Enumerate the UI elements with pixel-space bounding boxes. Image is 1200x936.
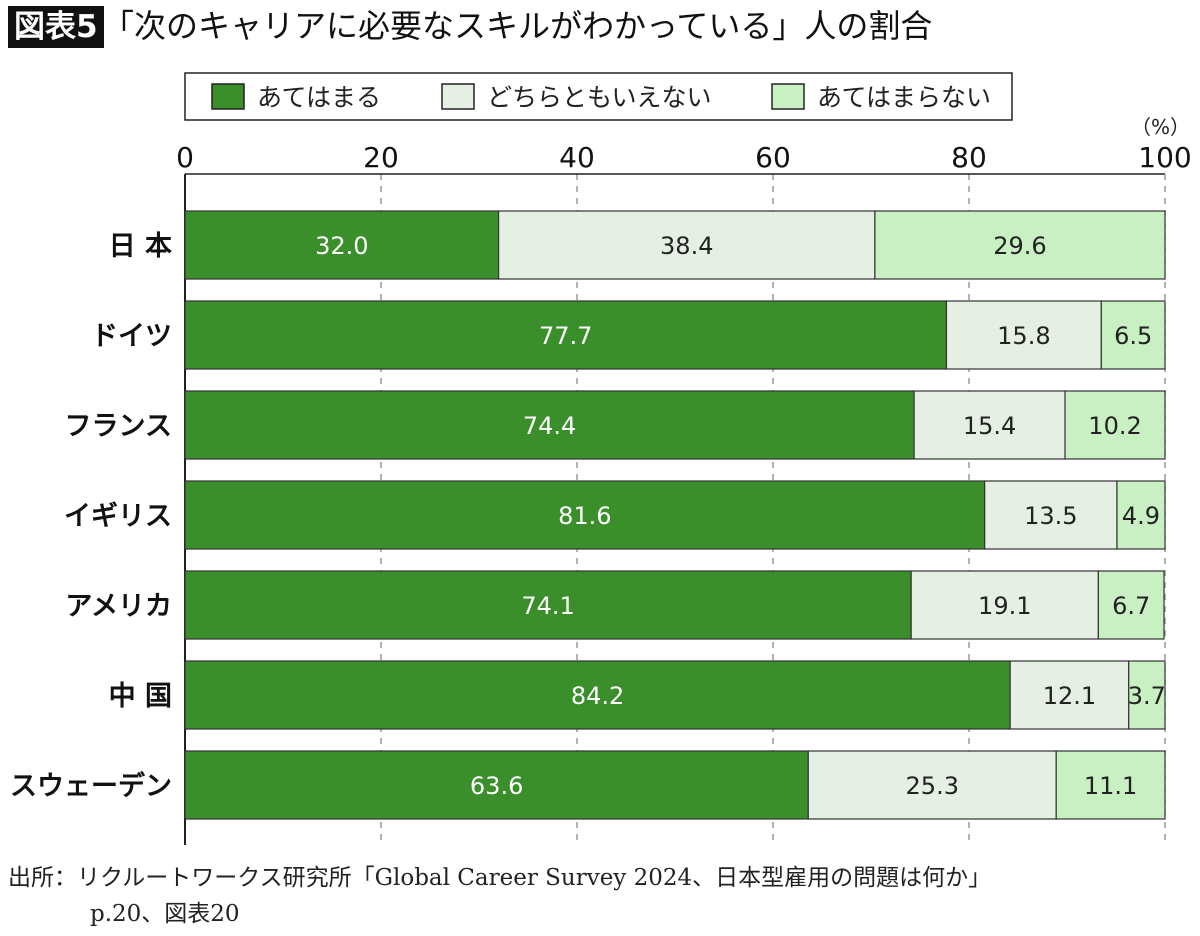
data-label: 63.6 xyxy=(470,772,523,800)
source-note-page: p.20、図表20 xyxy=(90,901,240,927)
data-label: 19.1 xyxy=(978,592,1031,620)
bar-segment xyxy=(1009,660,1130,730)
data-label: 4.9 xyxy=(1122,502,1160,530)
legend-label: あてはまる xyxy=(257,83,381,112)
data-label: 15.4 xyxy=(963,412,1016,440)
data-label: 11.1 xyxy=(1084,772,1137,800)
data-label: 38.4 xyxy=(660,232,713,260)
category-label: フランス xyxy=(65,411,172,442)
data-label: 6.7 xyxy=(1112,592,1150,620)
x-tick-label: 40 xyxy=(559,141,595,174)
bar-segment xyxy=(1100,300,1166,370)
data-label: 29.6 xyxy=(993,232,1046,260)
data-label: 77.7 xyxy=(539,322,592,350)
bar-segment xyxy=(1064,390,1166,460)
data-label: 32.0 xyxy=(315,232,368,260)
bar-segment xyxy=(184,570,912,640)
bar-segment xyxy=(874,210,1166,280)
bar-segment xyxy=(1116,480,1166,550)
data-label: 10.2 xyxy=(1088,412,1141,440)
legend-swatch xyxy=(771,83,805,110)
data-label: 84.2 xyxy=(571,682,624,710)
bar-segment xyxy=(184,390,915,460)
legend-label: どちらともいえない xyxy=(487,83,712,112)
bar-segment xyxy=(1055,750,1166,820)
x-tick-label: 20 xyxy=(363,141,399,174)
bar-segment xyxy=(184,750,809,820)
bar-segment xyxy=(1128,660,1166,730)
figure-number-badge: 図表5 xyxy=(8,6,104,48)
source-note: 出所：リクルートワークス研究所「Global Career Survey 202… xyxy=(8,865,992,891)
bar-segment xyxy=(807,750,1057,820)
bar-segment xyxy=(913,390,1066,460)
data-label: 13.5 xyxy=(1024,502,1077,530)
bar-segment xyxy=(498,210,876,280)
legend-swatch xyxy=(441,83,475,110)
bar-segment xyxy=(184,480,986,550)
category-label: ドイツ xyxy=(91,321,172,352)
bar-segment xyxy=(184,300,948,370)
data-label: 81.6 xyxy=(558,502,611,530)
category-label: 中 国 xyxy=(109,681,172,712)
x-tick-label: 60 xyxy=(755,141,791,174)
category-label: アメリカ xyxy=(65,591,172,622)
data-label: 12.1 xyxy=(1043,682,1096,710)
x-tick-label: 0 xyxy=(176,141,194,174)
bar-segment xyxy=(984,480,1118,550)
bar-segment xyxy=(1097,570,1165,640)
x-tick-label: 80 xyxy=(951,141,987,174)
data-label: 3.7 xyxy=(1128,682,1166,710)
legend-swatch xyxy=(211,83,245,110)
data-label: 74.1 xyxy=(521,592,574,620)
data-label: 25.3 xyxy=(906,772,959,800)
unit-label: （%） xyxy=(1131,115,1190,139)
data-label: 15.8 xyxy=(997,322,1050,350)
category-label: スウェーデン xyxy=(10,770,172,802)
bar-segment xyxy=(184,660,1011,730)
bar-segment xyxy=(184,210,500,280)
legend-label: あてはまらない xyxy=(817,83,991,112)
chart-title: 「次のキャリアに必要なスキルがわかっている」人の割合 xyxy=(102,7,933,45)
category-label: イギリス xyxy=(64,501,172,532)
data-label: 74.4 xyxy=(523,412,576,440)
x-tick-label: 100 xyxy=(1138,141,1191,174)
data-label: 6.5 xyxy=(1114,322,1152,350)
legend-box xyxy=(184,72,1013,121)
category-label: 日 本 xyxy=(109,231,172,262)
